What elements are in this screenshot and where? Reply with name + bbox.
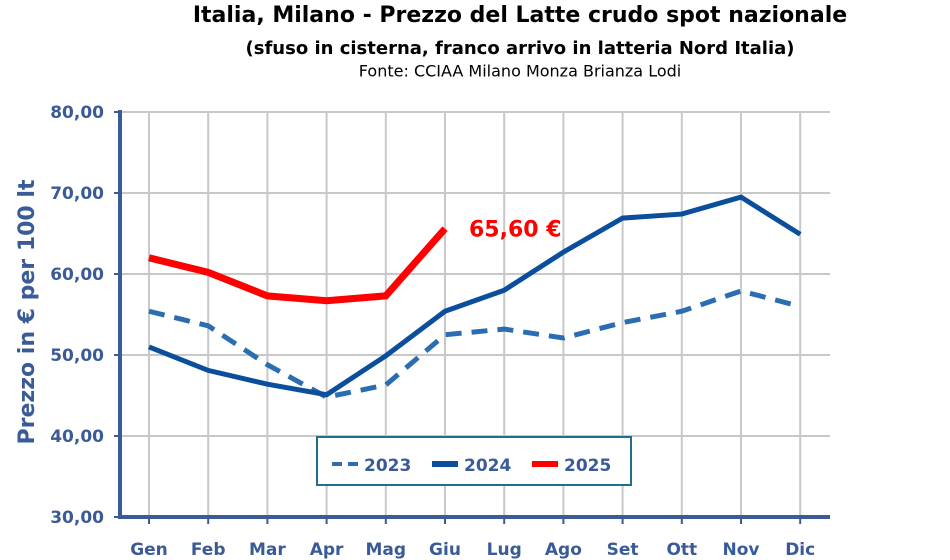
- x-tick-label: Gen: [130, 540, 168, 560]
- y-tick-label: 80,00: [50, 103, 104, 123]
- annotation: 65,60 €: [469, 218, 562, 243]
- axes: Gen Feb Mar Apr Mag Giu Lug Ago Set Ott Nov Dic 30,0…: [50, 103, 830, 560]
- chart-source: Fonte: CCIAA Milano Monza Brianza Lodi: [359, 62, 681, 81]
- y-tick-label: 30,00: [50, 508, 104, 528]
- x-tick-label: Mag: [366, 540, 407, 560]
- x-tick-label: Lug: [487, 540, 522, 560]
- y-tick-label: 70,00: [50, 184, 104, 204]
- plot: 65,60 €: [148, 194, 802, 400]
- series-line: [148, 288, 801, 400]
- chart-subtitle: (sfuso in cisterna, franco arrivo in lat…: [246, 38, 795, 59]
- legend-box: [316, 436, 632, 486]
- chart-title: Italia, Milano - Prezzo del Latte crudo …: [193, 3, 847, 28]
- y-tick-label: 60,00: [50, 265, 104, 285]
- x-tick-label: Ott: [666, 540, 697, 560]
- legend-label: 2025: [564, 456, 611, 476]
- x-tick-label: Dic: [785, 540, 815, 560]
- legend-label: 2023: [364, 456, 411, 476]
- series-line: [148, 226, 448, 305]
- x-tick-label: Set: [607, 540, 639, 560]
- series-line: [148, 194, 802, 398]
- y-tick-label: 40,00: [50, 427, 104, 447]
- y-axis-label: Prezzo in € per 100 lt: [15, 179, 40, 444]
- x-tick-label: Mar: [249, 540, 286, 560]
- x-tick-label: Feb: [191, 540, 226, 560]
- x-tick-label: Apr: [310, 540, 344, 560]
- x-tick-label: Nov: [723, 540, 760, 560]
- legend-label: 2024: [464, 456, 511, 476]
- legend: 2023 2024 2025: [316, 436, 632, 486]
- x-tick-label: Giu: [429, 540, 461, 560]
- y-tick-label: 50,00: [50, 346, 104, 366]
- x-tick-label: Ago: [545, 540, 582, 560]
